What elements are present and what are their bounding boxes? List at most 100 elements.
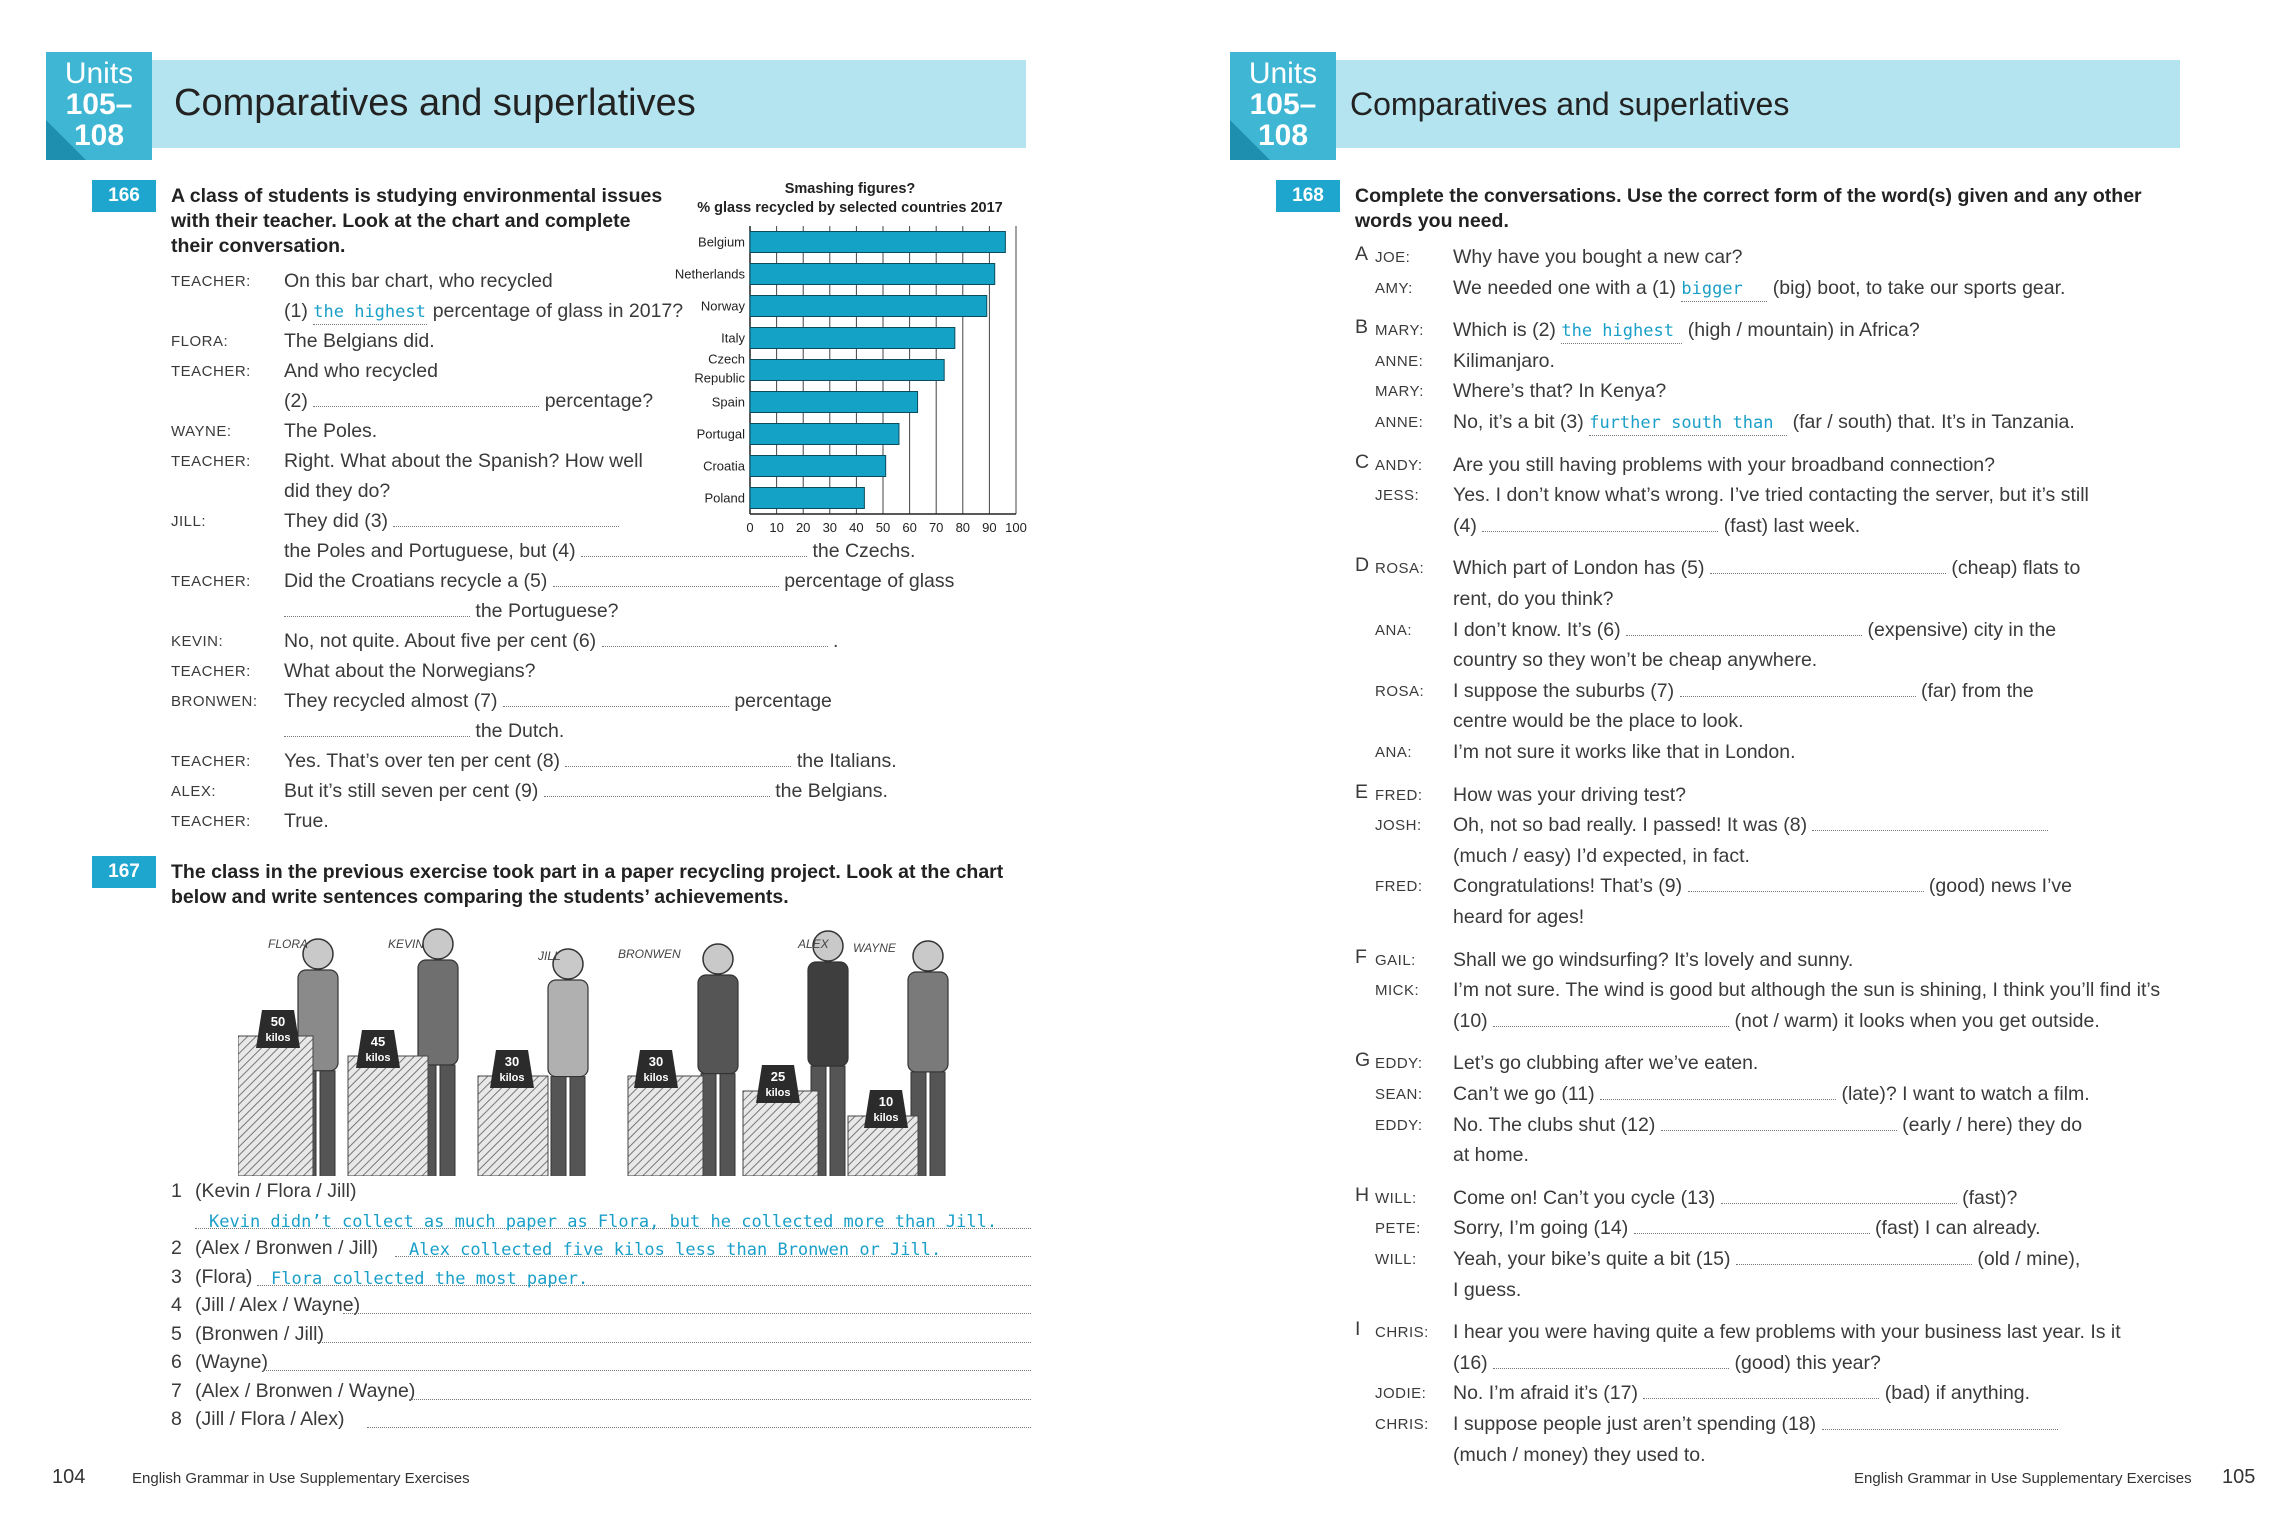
dialogue-line: ANDY: Are you still having problems with … xyxy=(1355,450,2175,480)
line-text: the Czechs. xyxy=(812,540,916,562)
speaker: TEACHER: xyxy=(171,813,251,830)
item-cue: (Kevin / Flora / Jill) xyxy=(195,1180,357,1202)
category-label: Portugal xyxy=(697,427,746,442)
line-text: No. I’m afraid it’s (17) xyxy=(1453,1382,1638,1405)
answer-item: 4 (Jill / Alex / Wayne) xyxy=(171,1291,1031,1320)
conversation-letter: H xyxy=(1355,1183,1370,1206)
page-footer: English Grammar in Use Supplementary Exe… xyxy=(132,1470,470,1487)
x-tick-label: 70 xyxy=(929,520,943,535)
answer-8-field[interactable] xyxy=(565,748,792,767)
answer-field[interactable] xyxy=(1482,513,1719,532)
dialogue-line: ROSA: I suppose the suburbs (7) (far) fro… xyxy=(1355,676,2175,706)
answer-7-field[interactable] xyxy=(502,688,729,707)
line-text: I don’t know. It’s (6) xyxy=(1453,618,1621,641)
answer-4-field[interactable] xyxy=(581,538,808,557)
line-text: Congratulations! That’s (9) xyxy=(1453,875,1683,898)
answer-line[interactable] xyxy=(263,1350,1031,1371)
answer-field[interactable] xyxy=(1687,873,1924,893)
answer-field[interactable] xyxy=(1720,1185,1957,1204)
answer-field[interactable] xyxy=(1600,1081,1837,1100)
answer-item: 5 (Bronwen / Jill) xyxy=(171,1320,1031,1349)
line-text: Let’s go clubbing after we’ve eaten. xyxy=(1453,1052,1759,1075)
answer-line[interactable]: Alex collected five kilos less than Bron… xyxy=(395,1236,1031,1260)
answer-field[interactable] xyxy=(1709,555,1946,575)
answer-field[interactable] xyxy=(1735,1246,1972,1265)
bar xyxy=(749,487,865,509)
line-text: (cheap) flats to xyxy=(1951,557,2081,580)
answer-9-field[interactable] xyxy=(543,778,770,797)
answer-field[interactable] xyxy=(1493,1008,1730,1027)
answer-field[interactable] xyxy=(1643,1380,1880,1400)
answer-7-continuation[interactable] xyxy=(284,718,470,737)
answer-3-field[interactable] xyxy=(393,508,620,527)
line-text: . xyxy=(833,630,839,652)
answer-1-field[interactable]: the highest xyxy=(313,302,428,325)
instruction-line: A class of students is studying environm… xyxy=(171,185,663,207)
line-text: I hear you were having quite a few probl… xyxy=(1453,1321,2121,1344)
conversation-letter: E xyxy=(1355,780,1369,803)
answer-line[interactable] xyxy=(367,1407,1031,1428)
dialogue-line: ALEX: But it’s still seven per cent (9) t… xyxy=(171,776,961,806)
line-text: at home. xyxy=(1453,1144,1529,1167)
student-head xyxy=(912,940,944,972)
item-number: 5 xyxy=(171,1322,182,1345)
unit-badge: Units 105– 108 xyxy=(46,52,152,160)
answer-5-field[interactable] xyxy=(552,568,779,587)
dialogue-line: ANNE: Kilimanjaro. xyxy=(1355,346,2175,376)
answer-field[interactable] xyxy=(1679,678,1916,697)
line-text: Right. What about the Spanish? How well xyxy=(284,450,643,472)
speaker: BRONWEN: xyxy=(171,693,258,710)
answer-line[interactable]: Kevin didn’t collect as much paper as Fl… xyxy=(195,1208,1031,1232)
answer-2-field[interactable] xyxy=(313,388,540,407)
answer-field[interactable] xyxy=(1626,617,1863,636)
dialogue-line: heard for ages! xyxy=(1355,902,2175,932)
dialogue-line: the Dutch. xyxy=(171,716,961,746)
line-text: the Dutch. xyxy=(475,720,565,742)
answer-item: 3 (Flora) Flora collected the most paper. xyxy=(171,1263,1031,1292)
answer-field[interactable] xyxy=(1660,1112,1897,1131)
answer-6-field[interactable] xyxy=(601,628,828,647)
answer-field[interactable] xyxy=(1493,1350,1730,1369)
line-text: True. xyxy=(284,810,329,832)
line-text: (fast) last week. xyxy=(1723,514,1861,537)
answer-line[interactable] xyxy=(409,1379,1031,1400)
answer-line[interactable] xyxy=(317,1322,1031,1343)
answer-field[interactable] xyxy=(1821,1411,2058,1430)
category-label: Croatia xyxy=(703,459,746,474)
line-text: (expensive) city in the xyxy=(1867,618,2057,641)
dialogue-line: KEVIN: No, not quite. About five per cent… xyxy=(171,626,961,656)
answer-line[interactable]: Flora collected the most paper. xyxy=(257,1265,1031,1289)
item-cue: (Jill / Flora / Alex) xyxy=(195,1408,345,1430)
answer-field[interactable] xyxy=(1812,812,2049,832)
answer-field[interactable] xyxy=(1633,1215,1870,1235)
weight-value: 50 xyxy=(271,1014,285,1029)
answer-field[interactable]: bigger xyxy=(1681,279,1768,302)
student-body xyxy=(697,974,739,1075)
left-page: Units 105– 108 Comparatives and superlat… xyxy=(46,52,1031,1488)
speaker: KEVIN: xyxy=(171,633,224,650)
student-name-label: ALEX xyxy=(797,937,830,951)
speaker: ROSA: xyxy=(1375,560,1425,578)
answer-5-continuation[interactable] xyxy=(284,598,470,617)
item-number: 6 xyxy=(171,1351,182,1373)
dialogue-line: WILL: Come on! Can’t you cycle (13) (fast… xyxy=(1355,1183,2175,1213)
speaker: ALEX: xyxy=(171,783,217,800)
dialogue-line: (1) the highest percentage of glass in 2… xyxy=(171,296,961,326)
speaker: ANA: xyxy=(1375,744,1413,761)
dialogue-line: JILL: They did (3) xyxy=(171,506,961,536)
dialogue-line: JODIE: No. I’m afraid it’s (17) (bad) if … xyxy=(1355,1378,2175,1408)
line-text: Are you still having problems with your … xyxy=(1453,453,1995,476)
line-text: Oh, not so bad really. I passed! It was … xyxy=(1453,814,1808,837)
category-label: Italy xyxy=(721,331,745,346)
dialogue-line: EDDY: Let’s go clubbing after we’ve eaten… xyxy=(1355,1048,2175,1078)
dialogue-line: (much / money) they used to. xyxy=(1355,1440,2175,1470)
answer-field[interactable]: the highest xyxy=(1561,321,1683,345)
item-cue: (Alex / Bronwen / Wayne) xyxy=(195,1379,416,1402)
answer-field[interactable]: further south than xyxy=(1589,413,1788,436)
line-text: percentage of glass xyxy=(784,570,955,592)
line-text: And who recycled xyxy=(284,360,438,382)
speaker: WILL: xyxy=(1375,1189,1417,1207)
answer-line[interactable] xyxy=(343,1293,1031,1314)
line-text: Kilimanjaro. xyxy=(1453,349,1555,372)
dialogue-line: TEACHER: True. xyxy=(171,806,961,836)
